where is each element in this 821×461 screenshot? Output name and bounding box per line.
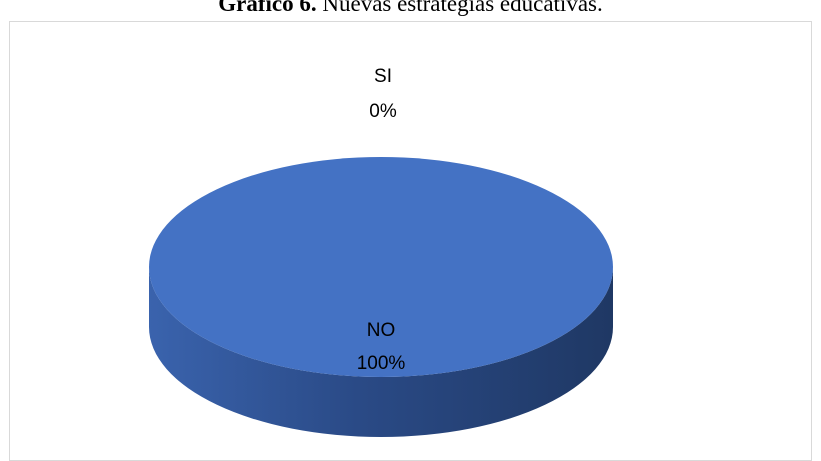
slice-label-no-category: NO — [367, 320, 396, 341]
pie-side-no — [149, 267, 613, 437]
pie-slices — [149, 157, 613, 437]
slice-label-si-category: SI — [374, 66, 392, 87]
figure-caption-text: Nuevas estrategias educativas. — [322, 0, 603, 16]
slice-label-si-percent: 0% — [369, 101, 397, 122]
figure-caption-prefix: Gráfico 6. — [218, 0, 317, 16]
figure-caption: Gráfico 6. Nuevas estrategias educativas… — [0, 0, 821, 17]
slice-label-no-percent: 100% — [357, 353, 406, 374]
pie-slice-no — [149, 157, 613, 377]
pie-chart: SI 0% NO 100% — [149, 66, 613, 437]
